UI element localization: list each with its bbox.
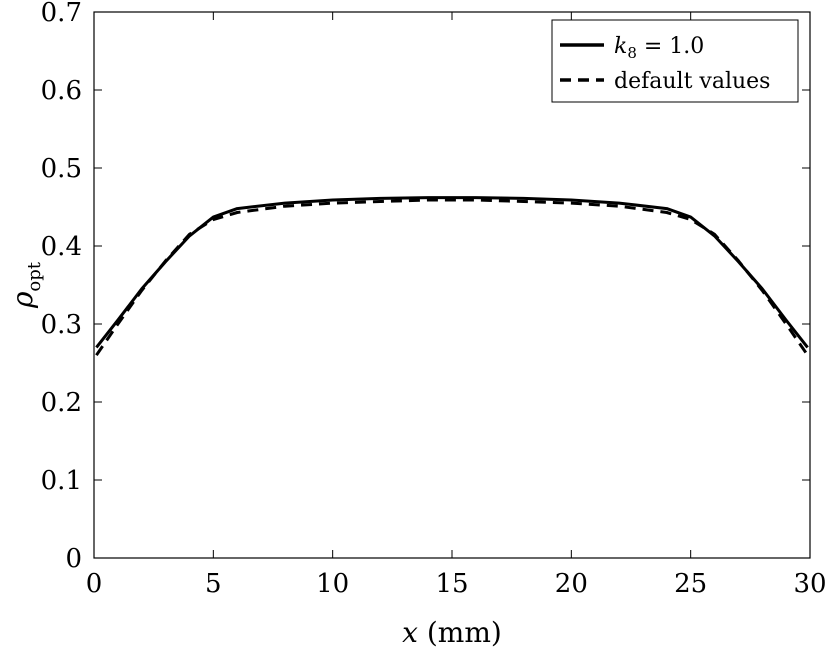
y-tick-label: 0.6 bbox=[41, 76, 82, 106]
x-tick-label: 0 bbox=[86, 569, 103, 599]
y-tick-label: 0.4 bbox=[41, 232, 82, 262]
legend: k8 = 1.0 default values bbox=[551, 19, 799, 103]
y-tick-label: 0.2 bbox=[41, 388, 82, 418]
y-tick-label: 0.1 bbox=[41, 466, 82, 496]
x-axis-label: x (mm) bbox=[402, 616, 502, 649]
x-tick-label: 15 bbox=[435, 569, 468, 599]
y-tick-label: 0 bbox=[65, 544, 82, 574]
x-tick-label: 5 bbox=[205, 569, 222, 599]
x-tick-label: 25 bbox=[674, 569, 707, 599]
series-lines bbox=[95, 196, 809, 357]
legend-label-series-1-main: k bbox=[614, 34, 627, 59]
x-tick-label: 30 bbox=[793, 569, 826, 599]
legend-box bbox=[551, 19, 799, 103]
y-axis-label: ρopt bbox=[6, 261, 45, 309]
series-line-k8 bbox=[95, 196, 809, 349]
y-tick-label: 0.7 bbox=[41, 0, 82, 28]
legend-label-series-2: default values bbox=[614, 69, 770, 94]
x-tick-label: 20 bbox=[555, 569, 588, 599]
x-tick-label: 10 bbox=[316, 569, 349, 599]
series-line-default-values bbox=[95, 198, 809, 357]
legend-label-series-1-sub: 8 bbox=[627, 44, 637, 62]
legend-label-series-1-rest: = 1.0 bbox=[637, 34, 704, 59]
y-tick-label: 0.3 bbox=[41, 310, 82, 340]
y-tick-label: 0.5 bbox=[41, 154, 82, 184]
legend-label-series-1: k8 = 1.0 bbox=[614, 34, 704, 62]
ticks: 0 5 10 15 20 25 30 0 0.1 0.2 0.3 0.4 0.5 0.6 0.7 bbox=[41, 0, 827, 599]
